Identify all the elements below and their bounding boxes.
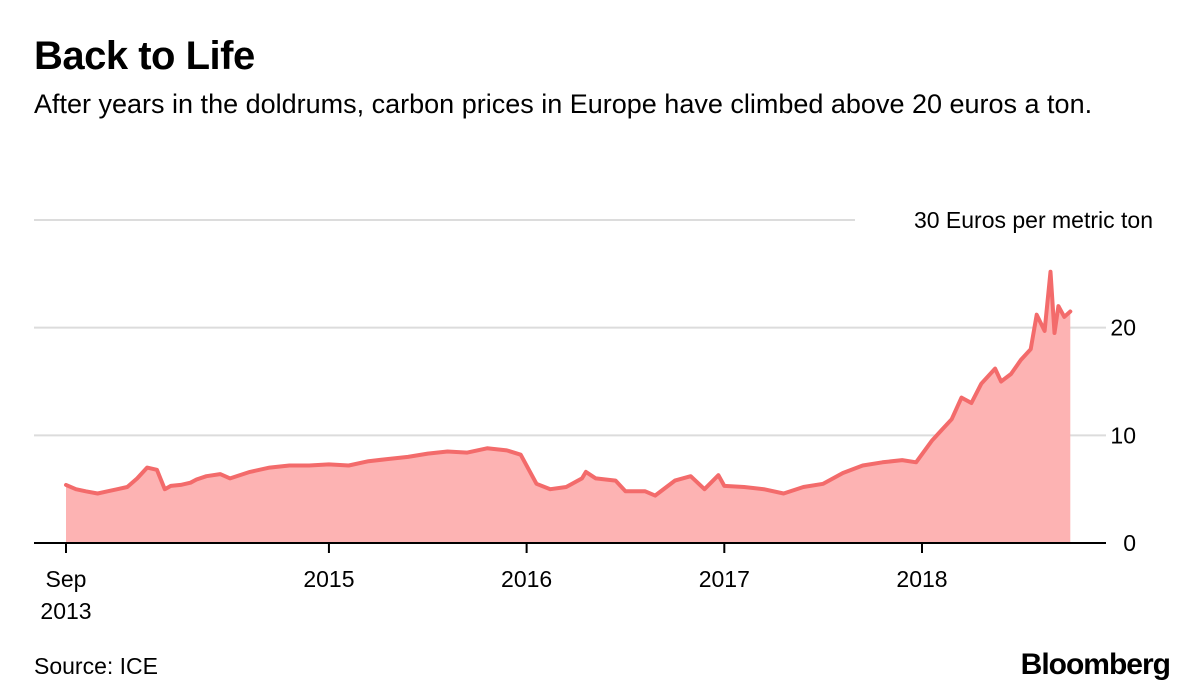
y-tick-label-10: 10 — [1110, 422, 1136, 448]
y-tick-label-0: 0 — [1123, 530, 1136, 556]
y-top-label-backdrop — [855, 206, 1155, 234]
gridlines — [34, 206, 1155, 437]
series-line-carbon-price — [64, 269, 1073, 498]
chart-subtitle: After years in the doldrums, carbon pric… — [34, 89, 1093, 119]
x-tick-label-2: 2016 — [501, 566, 552, 592]
x-tick-label-0-1: 2013 — [40, 598, 91, 624]
series-area-fill — [66, 271, 1071, 543]
y-tick-label-20: 20 — [1110, 315, 1136, 341]
x-tick-label-3: 2017 — [699, 566, 750, 592]
x-tick-label-1: 2015 — [303, 566, 354, 592]
x-tick-label-0-0: Sep — [46, 566, 87, 592]
bloomberg-logo: Bloomberg — [1020, 648, 1171, 681]
x-tick-label-4: 2018 — [896, 566, 947, 592]
source-note: Source: ICE — [34, 653, 158, 679]
x-axis: Sep 2013 2015 2016 2017 2018 — [34, 542, 1106, 624]
y-axis-labels: 0 10 20 30 Euros per metric ton — [914, 207, 1153, 556]
series-layer — [64, 269, 1073, 543]
chart-title: Back to Life — [34, 34, 255, 78]
y-tick-label-30: 30 Euros per metric ton — [914, 207, 1153, 233]
